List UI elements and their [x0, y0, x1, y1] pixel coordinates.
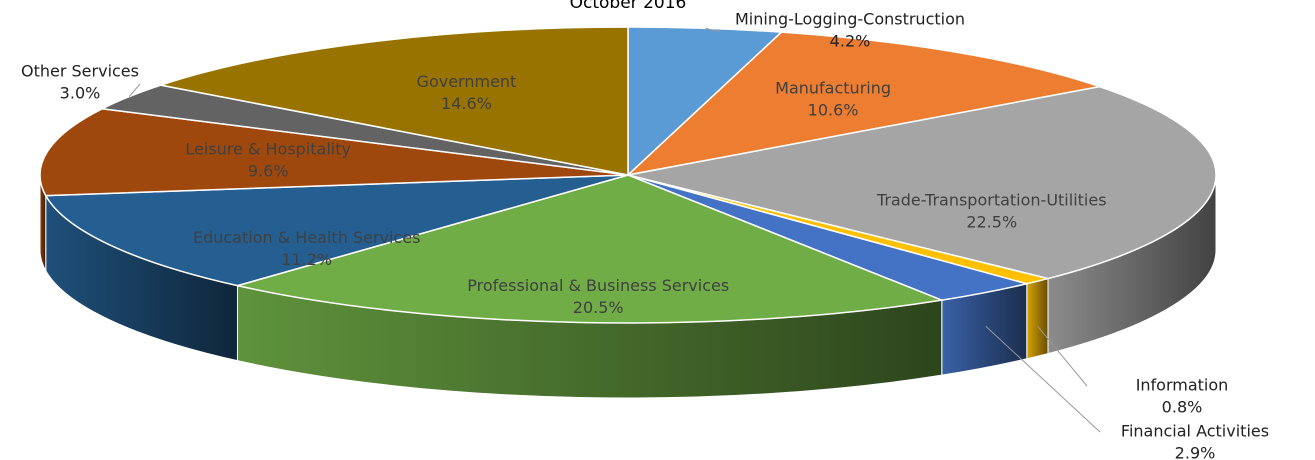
pie-top: [39, 26, 1217, 324]
slice-label: Other Services: [21, 62, 139, 81]
slice: [39, 108, 629, 197]
slice-label: Information: [1136, 376, 1229, 395]
slice: [625, 31, 1103, 177]
slice-value-label: 9.6%: [248, 162, 289, 181]
slice-label: Financial Activities: [1121, 422, 1269, 441]
slice-label: Leisure & Hospitality: [185, 140, 351, 159]
slice-side: [1026, 277, 1049, 360]
leader-line: [1037, 325, 1088, 387]
leader-line: [985, 325, 1101, 433]
slice: [237, 174, 945, 324]
slice-label: Government: [417, 72, 517, 91]
slice-value-label: 2.9%: [1175, 444, 1216, 460]
slice-label: Education & Health Services: [193, 228, 420, 247]
slice-label: Professional & Business Services: [467, 276, 729, 295]
slice: [627, 85, 1217, 280]
slice-label: Mining-Logging-Construction: [735, 10, 965, 29]
slice-label: Manufacturing: [775, 79, 891, 98]
slice-value-label: 3.0%: [60, 84, 101, 103]
slice-value-label: 14.6%: [441, 94, 492, 113]
leader-line: [705, 27, 721, 33]
slice-value-label: 4.2%: [830, 32, 871, 51]
leader-line: [128, 83, 141, 97]
slice-value-label: 20.5%: [573, 298, 624, 317]
chart-title: October 2016: [570, 0, 687, 13]
slice-value-label: 11.2%: [281, 250, 332, 269]
slice-value-label: 10.6%: [808, 101, 859, 120]
slice-value-label: 22.5%: [966, 213, 1017, 232]
slice: [157, 26, 629, 176]
slice-label: Trade-Transportation-Utilities: [876, 191, 1107, 210]
slice-value-label: 0.8%: [1162, 398, 1203, 417]
slice: [44, 174, 629, 287]
